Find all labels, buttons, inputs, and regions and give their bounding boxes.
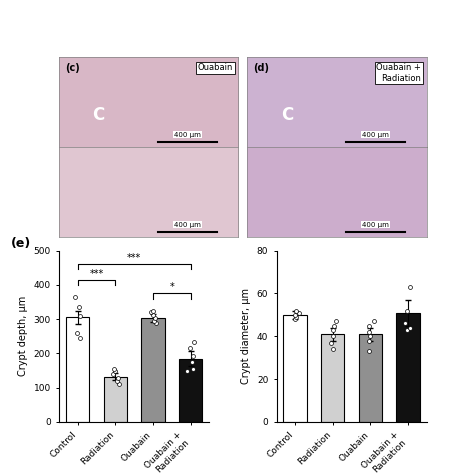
Point [406,324,414,331]
Point [114,374,121,382]
Text: Ouabain +
Radiation: Ouabain + Radiation [376,63,421,82]
Bar [321,334,345,422]
Point [110,365,118,373]
Text: (c): (c) [64,63,79,73]
Point [329,346,337,353]
Point [401,319,409,327]
Point [292,315,299,323]
Point [329,326,337,334]
Point [370,318,377,325]
Text: ***: *** [90,269,104,279]
Point [71,293,79,301]
Point [365,347,373,355]
Bar [396,313,420,422]
Point [147,309,155,316]
Text: Ouabain: Ouabain [198,63,233,72]
Point [191,338,198,346]
Point [152,314,159,322]
Text: C: C [281,106,293,124]
Point [115,381,123,388]
Point [188,358,195,366]
Text: 400 μm: 400 μm [362,222,389,228]
Bar [141,318,165,422]
Text: *: * [170,283,174,292]
Point [328,339,335,346]
Point [183,367,191,375]
Point [114,378,121,385]
Text: 400 μm: 400 μm [362,132,389,138]
Point [111,367,119,375]
Point [292,313,300,321]
Point [366,332,374,340]
Y-axis label: Crypt diameter, µm: Crypt diameter, µm [241,288,251,384]
Point [292,307,300,314]
Point [403,326,411,334]
Point [153,319,160,327]
Point [150,317,158,325]
Point [109,370,117,378]
Point [149,311,156,319]
Point [330,322,337,329]
Point [73,329,81,337]
Point [292,311,299,319]
Text: 400 μm: 400 μm [174,222,201,228]
Point [186,345,193,352]
Bar [359,334,382,422]
Point [150,307,157,314]
Text: (e): (e) [11,237,31,250]
Bar [66,318,90,422]
Bar [104,377,127,422]
Y-axis label: Crypt depth, µm: Crypt depth, µm [18,296,28,376]
Point [403,307,410,314]
Point [365,322,373,329]
Point [75,303,83,311]
Point [365,328,373,336]
Point [189,352,196,360]
Point [77,312,84,319]
Point [190,365,197,373]
Text: ***: *** [127,253,141,264]
Bar [283,315,307,422]
Point [295,309,302,317]
Text: C: C [92,106,105,124]
Point [406,283,413,291]
Point [76,334,83,342]
Point [365,337,373,344]
Text: (d): (d) [253,63,269,73]
Point [332,318,340,325]
Bar [179,358,202,422]
Point [329,332,337,340]
Text: 400 μm: 400 μm [174,132,201,138]
